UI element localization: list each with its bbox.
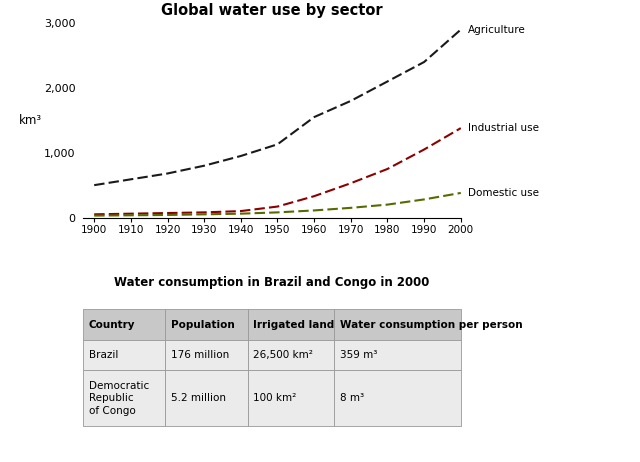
Text: Brazil: Brazil	[89, 350, 118, 360]
Text: Water consumption in Brazil and Congo in 2000: Water consumption in Brazil and Congo in…	[115, 276, 429, 289]
Text: Irrigated land: Irrigated land	[253, 320, 335, 329]
Bar	[248, 371, 334, 426]
Text: Population: Population	[171, 320, 235, 329]
Bar	[334, 309, 461, 340]
Bar	[334, 371, 461, 426]
Text: Agriculture: Agriculture	[468, 24, 526, 35]
Text: 8 m³: 8 m³	[340, 393, 364, 403]
Bar	[165, 371, 248, 426]
Bar	[83, 309, 165, 340]
Text: Country: Country	[89, 320, 136, 329]
Text: 176 million: 176 million	[171, 350, 229, 360]
Bar	[334, 340, 461, 371]
Bar	[83, 371, 165, 426]
Text: 100 km²: 100 km²	[253, 393, 296, 403]
Text: Democratic
Republic
of Congo: Democratic Republic of Congo	[89, 381, 149, 415]
Bar	[248, 309, 334, 340]
Bar	[165, 340, 248, 371]
Text: Industrial use: Industrial use	[468, 123, 539, 133]
Text: Water consumption per person: Water consumption per person	[340, 320, 522, 329]
Text: 359 m³: 359 m³	[340, 350, 377, 360]
Text: Domestic use: Domestic use	[468, 188, 539, 198]
Bar	[83, 340, 165, 371]
Text: 5.2 million: 5.2 million	[171, 393, 226, 403]
Bar	[165, 309, 248, 340]
Text: 26,500 km²: 26,500 km²	[253, 350, 313, 360]
Bar	[248, 340, 334, 371]
Y-axis label: km³: km³	[19, 114, 42, 127]
Title: Global water use by sector: Global water use by sector	[161, 3, 383, 18]
